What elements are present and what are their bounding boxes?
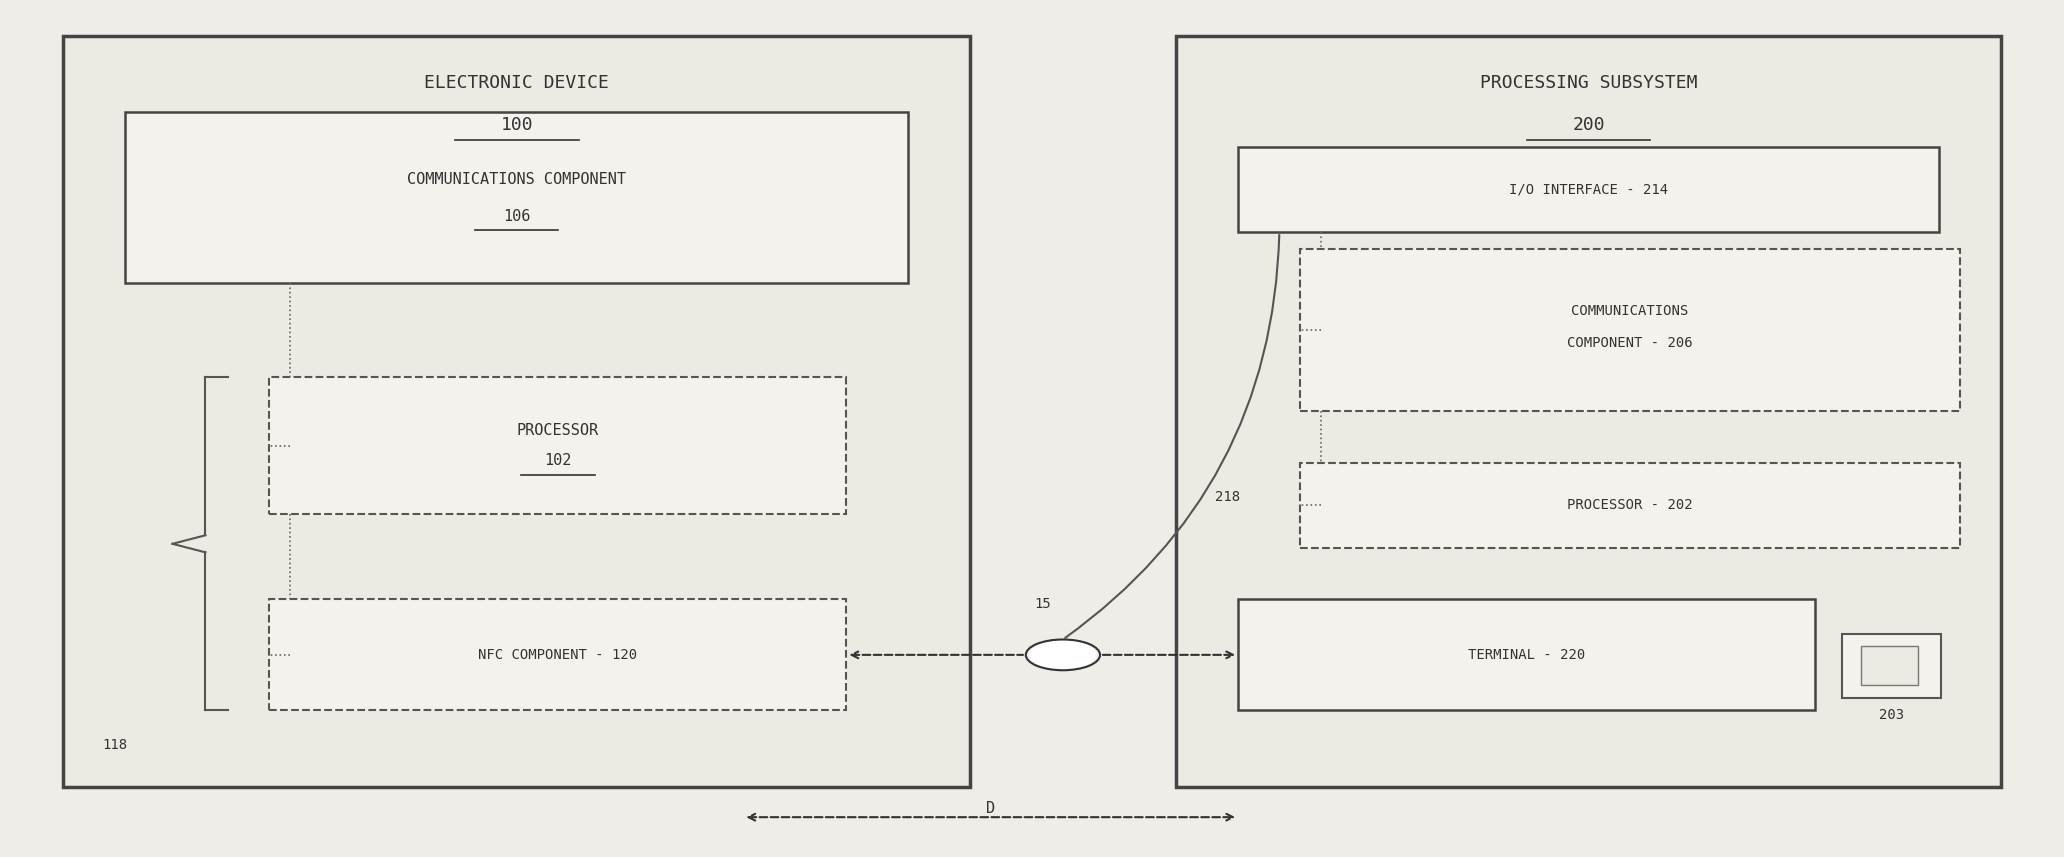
- FancyBboxPatch shape: [268, 377, 846, 514]
- FancyBboxPatch shape: [1176, 35, 2000, 788]
- Text: 100: 100: [499, 117, 533, 135]
- FancyBboxPatch shape: [1300, 463, 1959, 548]
- Circle shape: [1030, 641, 1096, 668]
- Text: COMMUNICATIONS COMPONENT: COMMUNICATIONS COMPONENT: [407, 171, 625, 187]
- FancyBboxPatch shape: [64, 35, 970, 788]
- Text: 218: 218: [1216, 490, 1240, 504]
- Text: PROCESSOR: PROCESSOR: [516, 423, 599, 438]
- Text: 200: 200: [1573, 117, 1606, 135]
- FancyBboxPatch shape: [126, 112, 908, 284]
- FancyBboxPatch shape: [1238, 599, 1814, 710]
- Text: COMMUNICATIONS: COMMUNICATIONS: [1571, 304, 1688, 319]
- Text: PROCESSOR - 202: PROCESSOR - 202: [1567, 499, 1692, 512]
- Text: PROCESSING SUBSYSTEM: PROCESSING SUBSYSTEM: [1480, 74, 1697, 92]
- Text: D: D: [987, 801, 995, 816]
- Text: 118: 118: [103, 738, 128, 752]
- Text: I/O INTERFACE - 214: I/O INTERFACE - 214: [1509, 183, 1668, 196]
- FancyBboxPatch shape: [1860, 646, 1917, 685]
- Text: 102: 102: [545, 453, 572, 469]
- Text: 106: 106: [504, 209, 530, 225]
- Text: TERMINAL - 220: TERMINAL - 220: [1468, 648, 1585, 662]
- Text: NFC COMPONENT - 120: NFC COMPONENT - 120: [479, 648, 638, 662]
- Text: ELECTRONIC DEVICE: ELECTRONIC DEVICE: [425, 74, 609, 92]
- FancyBboxPatch shape: [1841, 633, 1940, 698]
- Text: COMPONENT - 206: COMPONENT - 206: [1567, 336, 1692, 350]
- FancyBboxPatch shape: [1300, 249, 1959, 411]
- FancyBboxPatch shape: [268, 599, 846, 710]
- FancyBboxPatch shape: [1238, 147, 1938, 232]
- Text: 203: 203: [1878, 708, 1905, 722]
- Text: 15: 15: [1034, 596, 1051, 611]
